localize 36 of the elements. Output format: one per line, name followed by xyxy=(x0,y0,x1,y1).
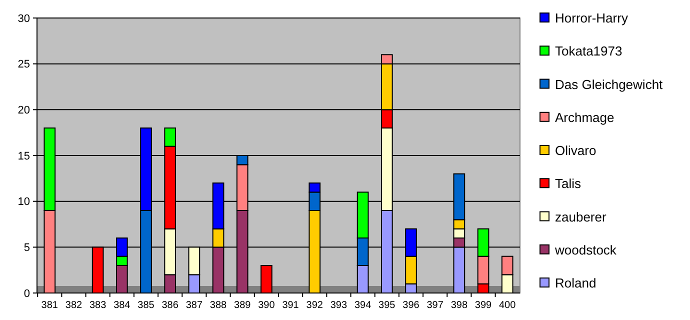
x-tick-label: 398 xyxy=(450,300,468,311)
legend-label: Talis xyxy=(555,176,582,192)
y-tick-label: 10 xyxy=(18,196,30,208)
x-tick-label: 397 xyxy=(426,300,444,311)
x-tick-label: 384 xyxy=(114,300,131,311)
legend-label: zauberer xyxy=(555,209,607,224)
x-tick-label: 392 xyxy=(306,300,324,311)
x-tick-label: 382 xyxy=(65,300,83,311)
x-tick-label: 400 xyxy=(499,300,516,311)
y-tick-label: 25 xyxy=(18,58,30,71)
y-tick-label: 0 xyxy=(24,288,30,300)
y-tick-label: 15 xyxy=(18,150,30,162)
x-tick-label: 395 xyxy=(378,300,396,311)
legend-label: Tokata1973 xyxy=(555,44,622,59)
y-tick-label: 20 xyxy=(18,104,30,117)
x-tick-label: 387 xyxy=(186,300,203,311)
x-tick-label: 399 xyxy=(474,300,492,311)
x-tick-label: 393 xyxy=(330,300,348,311)
legend-label: Roland xyxy=(555,276,596,291)
legend-label: woodstock xyxy=(554,242,617,258)
x-tick-label: 385 xyxy=(138,300,155,311)
x-tick-label: 389 xyxy=(234,300,252,311)
x-tick-label: 383 xyxy=(89,300,107,311)
legend-label: Horror-Harry xyxy=(555,10,628,26)
x-tick-label: 388 xyxy=(210,300,228,311)
x-tick-label: 394 xyxy=(354,300,372,311)
x-tick-label: 390 xyxy=(258,300,276,311)
legend-label: Archmage xyxy=(555,110,614,125)
y-tick-label: 30 xyxy=(18,12,30,25)
x-tick-label: 391 xyxy=(282,300,300,311)
x-tick-label: 396 xyxy=(402,300,420,311)
x-tick-label: 386 xyxy=(162,300,179,311)
legend-label: Das Gleichgewicht xyxy=(555,76,664,92)
y-tick-label: 5 xyxy=(24,242,30,254)
legend-label: Olivaro xyxy=(555,143,596,158)
x-tick-label: 381 xyxy=(41,300,58,311)
